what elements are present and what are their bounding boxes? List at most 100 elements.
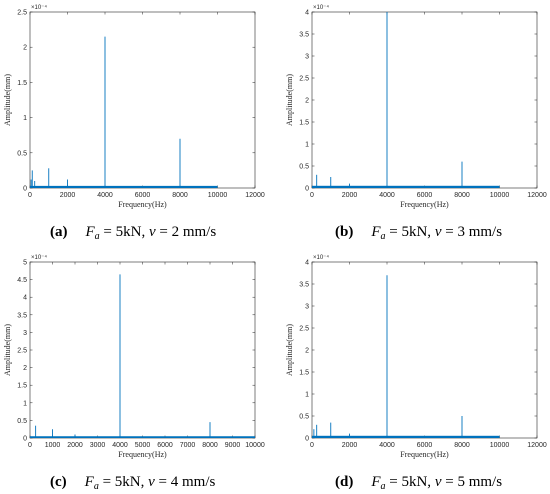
y-tick-label: 1 <box>305 392 309 399</box>
x-tick-label: 6000 <box>417 192 433 199</box>
panel-c: 0 1000 2000 3000 4000 5000 6000 7000 8000 9000 100… <box>3 254 265 492</box>
x-tick-label: 0 <box>28 442 32 449</box>
caption-letter: (b) <box>335 224 353 240</box>
x-tick-label: 10000 <box>490 442 510 449</box>
y-tick-label: 4 <box>305 10 309 17</box>
x-axis-label: Frequency(Hz) <box>400 450 449 459</box>
y-exponent: ×10⁻⁴ <box>313 4 329 11</box>
y-tick-label: 2.5 <box>299 76 309 83</box>
y-tick-label: 4 <box>305 260 309 267</box>
y-tick-label: 0 <box>305 436 309 443</box>
x-tick-label: 4000 <box>379 442 395 449</box>
y-exponent: ×10⁻⁴ <box>31 4 47 11</box>
caption-letter: (c) <box>50 474 67 490</box>
y-tick-label: 4.5 <box>17 277 27 284</box>
y-exponent: ×10⁻⁴ <box>313 254 329 261</box>
y-axis-label: Amplitude(mm) <box>3 324 12 376</box>
plot-box <box>29 11 256 189</box>
x-tick-label: 2000 <box>342 192 358 199</box>
caption-load: = 5kN, <box>99 474 148 490</box>
y-axis-label: Amplitude(mm) <box>285 324 294 376</box>
y-axis-label: Amplitude(mm) <box>3 74 12 126</box>
x-tick-label: 10000 <box>490 192 510 199</box>
y-tick-label: 5 <box>23 260 27 267</box>
x-tick-label: 6000 <box>157 442 173 449</box>
x-tick-label: 2000 <box>60 192 76 199</box>
caption-letter: (a) <box>50 224 68 240</box>
y-tick-label: 3 <box>305 304 309 311</box>
caption: (a) Fa = 5kN, v = 2 mm/s <box>50 224 216 242</box>
y-tick-label: 4 <box>23 295 27 302</box>
y-tick-label: 2 <box>305 98 309 105</box>
caption-speed: = 5 mm/s <box>441 474 502 490</box>
x-tick-label: 2000 <box>342 442 358 449</box>
y-exponent: ×10⁻⁴ <box>31 254 47 261</box>
x-tick-label: 4000 <box>97 192 113 199</box>
plot-box <box>311 11 538 189</box>
x-tick-label: 8000 <box>454 192 470 199</box>
x-tick-label: 8000 <box>172 192 188 199</box>
x-tick-label: 0 <box>28 192 32 199</box>
panel-b: 0 2000 4000 6000 8000 10000 12000 0 0.5 1 1.5 2 2.5 3… <box>285 4 547 242</box>
caption-load: = 5kN, <box>100 224 149 240</box>
y-tick-label: 2 <box>23 365 27 372</box>
x-tick-label: 10000 <box>208 192 228 199</box>
y-tick-label: 0.5 <box>299 414 309 421</box>
y-tick-label: 2 <box>305 348 309 355</box>
x-tick-label: 0 <box>310 442 314 449</box>
x-tick-label: 3000 <box>90 442 106 449</box>
y-tick-label: 0.5 <box>17 418 27 425</box>
x-tick-label: 6000 <box>135 192 151 199</box>
caption-speed: = 3 mm/s <box>441 224 502 240</box>
caption-load: = 5kN, <box>386 474 435 490</box>
caption-speed: = 4 mm/s <box>155 474 216 490</box>
y-tick-label: 3.5 <box>17 312 27 319</box>
y-tick-label: 0.5 <box>17 150 27 157</box>
panel-d: 0 2000 4000 6000 8000 10000 12000 0 0.5 1 1.5 2 2.5 3… <box>285 254 547 492</box>
y-tick-label: 2.5 <box>17 10 27 17</box>
x-tick-label: 0 <box>310 192 314 199</box>
y-tick-label: 1.5 <box>299 120 309 127</box>
x-tick-label: 8000 <box>454 442 470 449</box>
y-tick-label: 0 <box>305 186 309 193</box>
y-tick-label: 1.5 <box>299 370 309 377</box>
caption: (d) Fa = 5kN, v = 5 mm/s <box>335 474 502 492</box>
y-tick-label: 1 <box>23 115 27 122</box>
x-tick-label: 12000 <box>245 192 265 199</box>
y-tick-label: 3 <box>23 330 27 337</box>
y-tick-label: 2.5 <box>299 326 309 333</box>
y-tick-label: 1 <box>23 400 27 407</box>
x-tick-label: 5000 <box>135 442 151 449</box>
noise-floor <box>312 435 500 438</box>
caption-speed: = 2 mm/s <box>156 224 217 240</box>
y-axis-label: Amplitude(mm) <box>285 74 294 126</box>
x-tick-label: 4000 <box>379 192 395 199</box>
noise-floor <box>312 185 500 188</box>
y-tick-label: 1 <box>305 142 309 149</box>
x-tick-label: 1000 <box>45 442 61 449</box>
caption-letter: (d) <box>335 474 353 490</box>
noise-floor <box>30 185 218 188</box>
x-tick-label: 9000 <box>225 442 241 449</box>
y-tick-label: 3.5 <box>299 282 309 289</box>
y-tick-label: 1.5 <box>17 383 27 390</box>
x-tick-label: 6000 <box>417 442 433 449</box>
y-tick-label: 3 <box>305 54 309 61</box>
caption: (b) Fa = 5kN, v = 3 mm/s <box>335 224 502 242</box>
caption-load: = 5kN, <box>386 224 435 240</box>
x-tick-label: 10000 <box>245 442 265 449</box>
panel-a: 0 2000 4000 6000 8000 10000 12000 0 0.5 1 1.5 2 2.5 ×… <box>3 4 265 242</box>
y-tick-label: 0.5 <box>299 164 309 171</box>
y-tick-label: 3.5 <box>299 32 309 39</box>
x-tick-label: 4000 <box>112 442 128 449</box>
x-tick-label: 12000 <box>527 192 547 199</box>
plot-box <box>311 261 538 439</box>
plot-box <box>29 261 256 439</box>
x-tick-label: 12000 <box>527 442 547 449</box>
x-tick-label: 7000 <box>180 442 196 449</box>
y-tick-label: 2 <box>23 45 27 52</box>
y-tick-label: 2.5 <box>17 348 27 355</box>
noise-floor <box>30 436 255 438</box>
x-axis-label: Frequency(Hz) <box>400 200 449 209</box>
